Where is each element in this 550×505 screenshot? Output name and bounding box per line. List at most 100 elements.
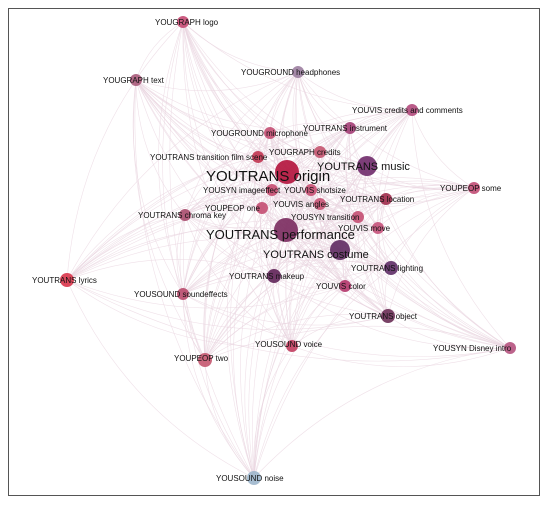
node-youpeop-some[interactable] [468,182,480,194]
graph-edge [387,187,475,317]
node-youvis-shotsize[interactable] [305,184,317,196]
node-yousyn-imageeffect[interactable] [266,184,278,196]
node-youtrans-performance[interactable] [274,218,298,242]
node-youtrans-object[interactable] [381,309,395,323]
graph-edge [182,21,321,153]
graph-edge [344,227,379,287]
node-yousyn-disney-intro[interactable] [504,342,516,354]
graph-edge [204,249,341,361]
graph-edge [379,109,413,317]
graph-edge [184,132,271,216]
node-yousound-noise[interactable] [247,471,261,485]
graph-edge [182,293,389,326]
node-yougraph-text[interactable] [130,74,142,86]
graph-edge [387,315,511,350]
graph-edge [184,203,263,216]
graph-edge [257,156,389,317]
graph-edge [204,313,389,361]
graph-edge [261,165,368,209]
graph-edge [184,71,299,216]
node-youvis-color[interactable] [339,280,351,292]
node-youvis-angles[interactable] [314,198,326,210]
graph-edge [204,71,299,361]
graph-edge [66,279,389,330]
graph-edge [376,198,389,317]
graph-edge [253,347,511,479]
graph-edge [261,207,379,232]
graph-edge [273,165,368,277]
graph-edge [133,79,206,361]
node-yousyn-transition[interactable] [352,211,364,223]
graph-edge [66,279,511,362]
node-yousound-voice[interactable] [286,340,298,352]
node-label-youvis-angles: YOUVIS angles [273,200,329,209]
node-youtrans-location[interactable] [380,193,392,205]
graph-edge [182,71,299,295]
node-youtrans-lyrics[interactable] [60,273,74,287]
node-youpeop-two[interactable] [198,353,212,367]
node-youvis-credits-comments[interactable] [406,104,418,116]
node-label-youtrans-instrument: YOUTRANS instrument [303,124,388,133]
graph-edge [135,79,288,173]
graph-edge [273,216,359,277]
node-youtrans-costume[interactable] [330,240,350,260]
node-youtrans-instrument[interactable] [344,122,356,134]
graph-edge [285,189,312,347]
graph-edge [176,214,186,295]
graph-edge [135,21,184,81]
graph-edge [184,214,359,232]
node-label-yougraph-text: YOUGRAPH text [103,76,165,85]
node-youground-microphone[interactable] [264,127,276,139]
node-yousound-soundeffects[interactable] [177,288,189,300]
graph-edge [66,279,293,347]
graph-edge [257,148,321,158]
node-youtrans-origin[interactable] [275,160,299,184]
graph-edge [184,189,273,216]
graph-edge [310,189,511,349]
node-label-youvis-move: YOUVIS move [338,224,391,233]
graph-edge [291,285,346,347]
node-youtrans-music[interactable] [357,156,377,176]
graph-edge [182,21,299,73]
graph-edge [66,227,287,281]
graph-edge [204,187,475,361]
node-label-youtrans-music: YOUTRANS music [317,161,410,173]
node-yougraph-logo[interactable] [177,16,189,28]
node-label-yousyn-disney-intro: YOUSYN Disney intro [433,344,512,353]
graph-edge [182,274,346,295]
graph-edge [66,189,273,281]
node-label-youvis-color: YOUVIS color [316,282,366,291]
node-youtrans-chroma-key[interactable] [179,209,191,221]
graph-edge [184,214,293,347]
node-label-youvis-credits-comments: YOUVIS credits and comments [352,106,463,115]
node-youtrans-transition-film[interactable] [252,151,264,163]
node-yougraph-credits[interactable] [314,146,326,158]
graph-edge [182,274,275,295]
graph-edge [182,21,273,191]
graph-edge [253,249,341,479]
node-youtrans-makeup[interactable] [267,269,281,283]
graph-edge [135,71,299,92]
graph-edge [66,21,184,281]
graph-edge [310,189,346,287]
graph-edge [257,71,299,158]
graph-edge [253,267,392,479]
node-label-yousound-noise: YOUSOUND noise [216,474,284,483]
graph-edge [291,109,413,347]
graph-edge [182,293,255,479]
node-label-youtrans-performance: YOUTRANS performance [206,227,355,242]
graph-edge [310,109,413,191]
graph-edge [182,249,341,295]
node-youvis-move[interactable] [372,222,384,234]
graph-edge [66,151,321,281]
graph-edge [184,187,387,216]
node-youtrans-lighting[interactable] [384,261,398,275]
node-youpeop-one[interactable] [256,202,268,214]
graph-edge [66,127,351,281]
graph-edge [182,21,379,229]
graph-edge [66,182,475,281]
graph-edge [182,259,392,295]
node-label-youtrans-transition-film: YOUTRANS transition film scene [150,153,268,162]
node-youground-headphones[interactable] [292,66,304,78]
